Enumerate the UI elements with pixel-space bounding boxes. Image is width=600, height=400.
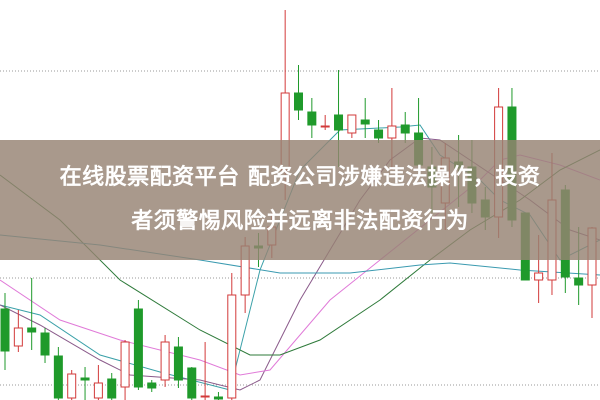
headline-line-2: 者须警惕风险并远离非法配资行为 xyxy=(131,209,469,234)
candle-up xyxy=(93,382,103,399)
candle-down xyxy=(187,367,197,399)
candle-up xyxy=(387,125,397,139)
candle-down xyxy=(213,396,223,400)
candle-up xyxy=(320,125,330,128)
candle-down xyxy=(0,308,10,352)
candle-up xyxy=(534,272,544,281)
candle-up xyxy=(160,341,170,381)
candle-up xyxy=(227,294,237,399)
candle-down xyxy=(334,114,344,131)
candle-down xyxy=(133,308,143,388)
candle-down xyxy=(294,92,303,111)
candle-down xyxy=(107,378,117,399)
candle-down xyxy=(374,129,384,139)
candle-down xyxy=(574,277,584,286)
candle-down xyxy=(307,111,317,126)
candle-up xyxy=(67,373,77,399)
candle-up xyxy=(120,341,130,388)
candle-down xyxy=(80,377,90,381)
headline-banner: 在线股票配资平台 配资公司涉嫌违法操作，投资 者须警惕风险并远离非法配资行为 xyxy=(0,140,600,260)
candle-down xyxy=(27,327,37,333)
candle-down xyxy=(53,355,63,399)
candle-down xyxy=(40,332,50,356)
candle-up xyxy=(200,395,210,398)
candle-up xyxy=(347,114,357,134)
candle-down xyxy=(147,382,157,389)
candle-down xyxy=(173,346,183,381)
headline-line-1: 在线股票配资平台 配资公司涉嫌违法操作，投资 xyxy=(59,165,541,190)
candle-up xyxy=(13,327,23,347)
candle-down xyxy=(400,124,410,134)
candle-down xyxy=(360,119,370,125)
